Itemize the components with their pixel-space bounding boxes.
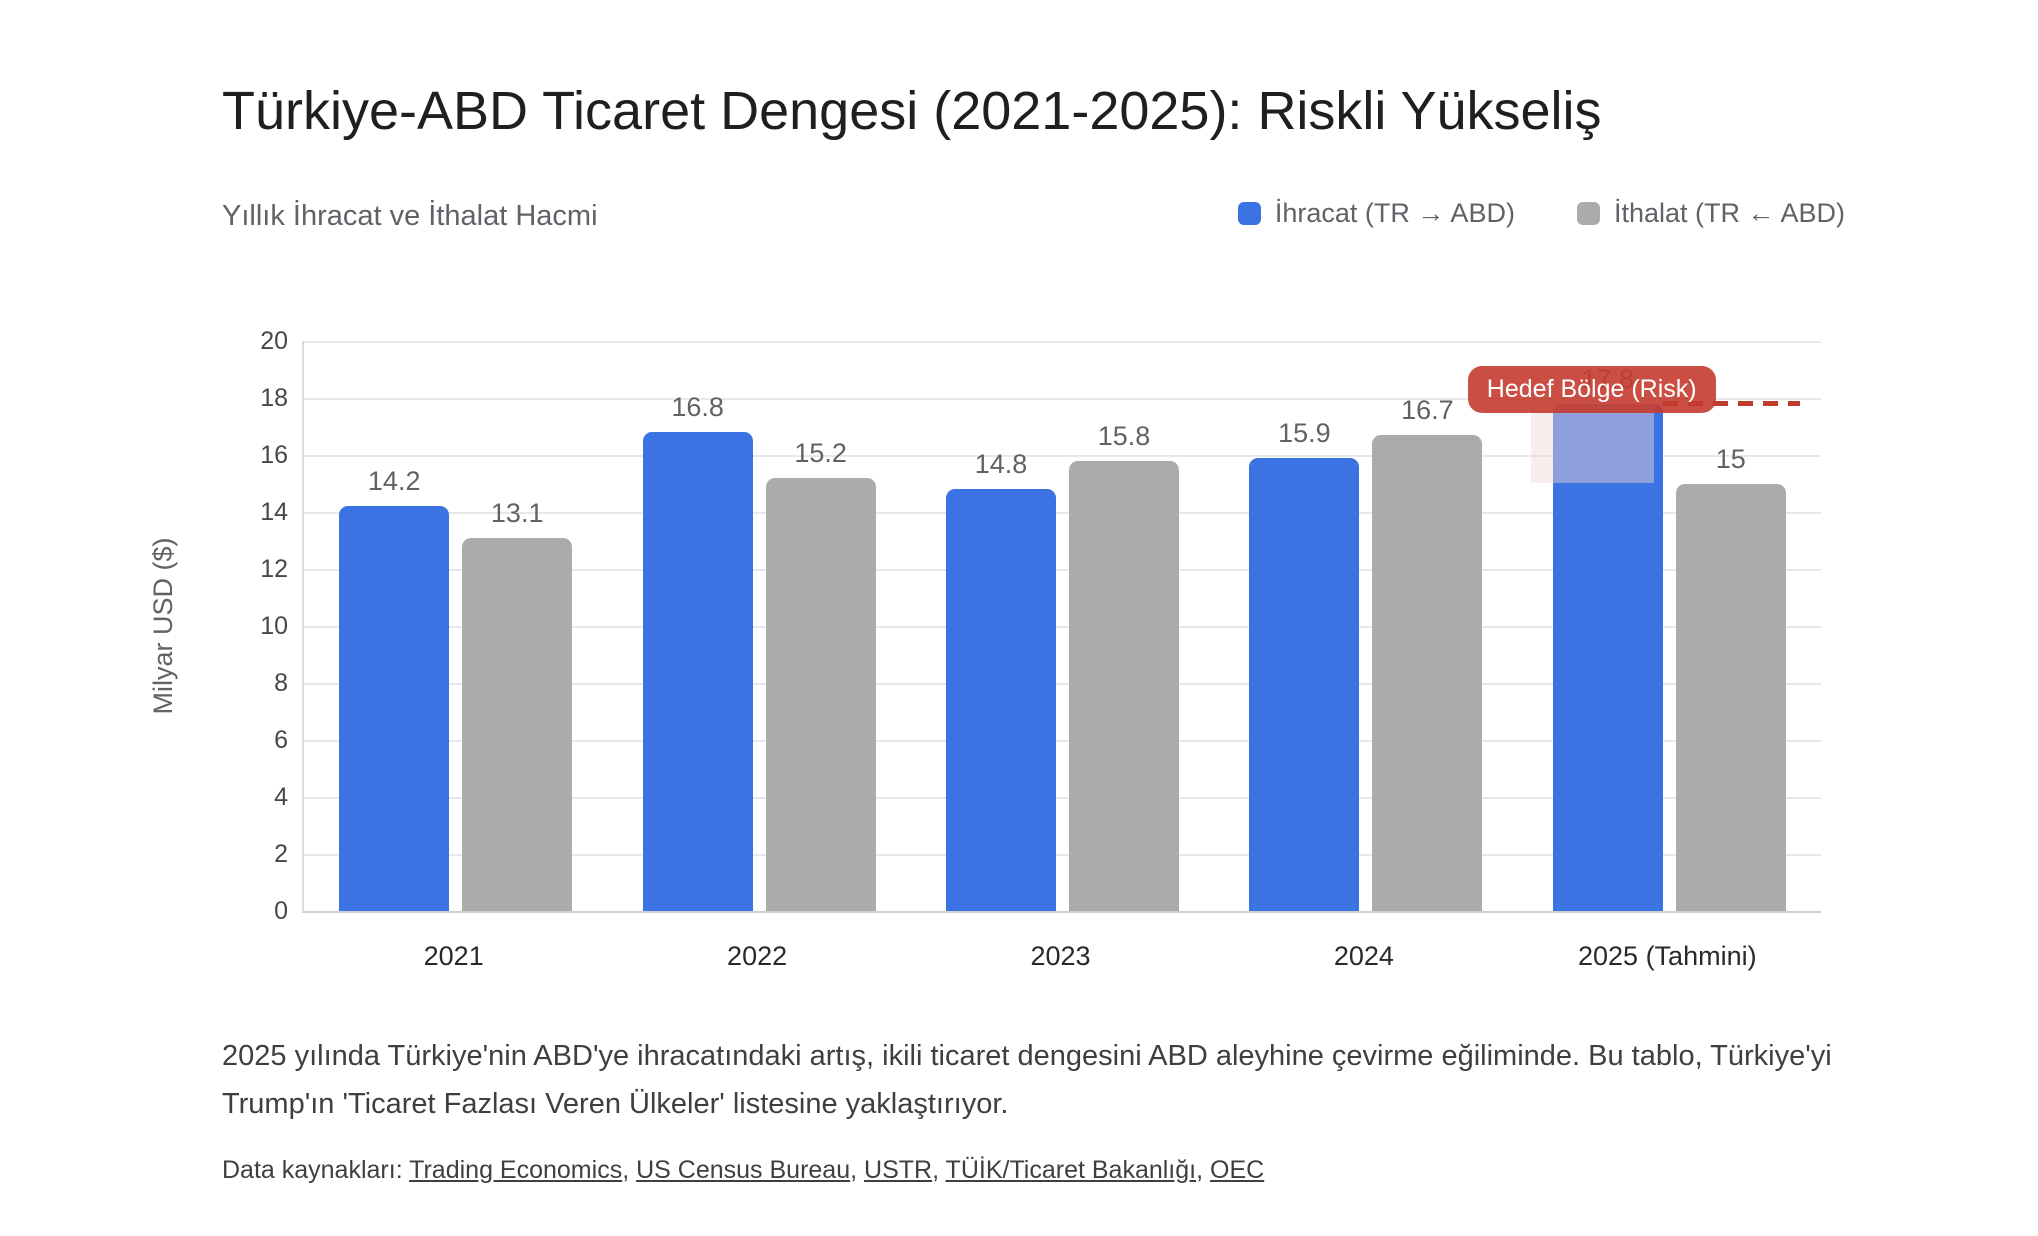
x-tick-label-2022: 2022 <box>727 941 788 971</box>
import-bar-2022[interactable] <box>765 477 876 911</box>
y-tick-label: 14 <box>260 498 288 526</box>
page-title: Türkiye-ABD Ticaret Dengesi (2021-2025):… <box>222 81 1602 142</box>
y-tick-label: 8 <box>274 669 288 697</box>
grid-line <box>304 797 1821 799</box>
y-tick-label: 2 <box>274 840 288 868</box>
grid-line <box>304 683 1821 685</box>
chart-subtitle: Yıllık İhracat ve İthalat Hacmi <box>222 200 598 232</box>
bar-value-label: 15.2 <box>794 437 847 468</box>
export-bar-2021[interactable] <box>339 506 450 911</box>
bar-value-label: 13.1 <box>490 497 544 528</box>
y-tick-label: 10 <box>260 612 288 640</box>
import-bar-2025 (Tahmini)[interactable] <box>1675 483 1786 911</box>
target-dashed-line <box>1662 400 1800 406</box>
import-bar-2024[interactable] <box>1372 435 1483 911</box>
legend-item[interactable]: İhracat (TR → ABD) <box>1237 198 1515 229</box>
bar-value-label: 15 <box>1715 443 1746 474</box>
source-link[interactable]: OEC <box>1210 1156 1265 1184</box>
grid-line <box>304 740 1821 742</box>
legend-item[interactable]: İthalat (TR ← ABD) <box>1576 198 1845 229</box>
description: 2025 yılında Türkiye'nin ABD'ye ihracatı… <box>222 1040 1832 1120</box>
y-tick-label: 20 <box>260 327 288 355</box>
plot-area: Hedef Bölge (Risk) 14.2 13.1 16.8 15.2 14.8 1… <box>302 341 1821 913</box>
export-bar-2025 (Tahmini)[interactable] <box>1552 403 1663 911</box>
legend-label: İhracat (TR → ABD) <box>1274 198 1515 228</box>
grid-line <box>304 455 1821 457</box>
y-tick-label: 12 <box>260 555 288 583</box>
y-tick-label: 6 <box>274 726 288 754</box>
bar-value-label: 15.8 <box>1097 420 1151 451</box>
y-tick-label: 16 <box>260 441 288 469</box>
y-tick-label: 4 <box>274 783 288 811</box>
bar-value-label: 16.8 <box>671 392 724 423</box>
y-tick-label: 18 <box>260 384 288 412</box>
bar-value-label: 14.2 <box>367 466 421 497</box>
import-bar-2021[interactable] <box>462 537 573 911</box>
grid-line <box>304 569 1821 571</box>
import-bar-2023[interactable] <box>1069 460 1179 911</box>
x-tick-label-2023: 2023 <box>1030 941 1091 971</box>
source-link[interactable]: US Census Bureau <box>636 1156 851 1184</box>
x-tick-label-2024: 2024 <box>1333 941 1394 971</box>
x-tick-label-2025 (Tahmini): 2025 (Tahmini) <box>1578 941 1757 971</box>
legend-label: İthalat (TR ← ABD) <box>1613 198 1845 228</box>
grid-line <box>304 512 1821 514</box>
risk-badge: Hedef Bölge (Risk) <box>1467 365 1716 413</box>
source-link[interactable]: Trading Economics <box>409 1156 623 1184</box>
grid-line <box>304 626 1821 628</box>
export-bar-2024[interactable] <box>1249 457 1360 911</box>
data-sources: Data kaynakları: Trading Economics, US C… <box>222 1156 1265 1184</box>
bar-value-label: 15.9 <box>1278 417 1331 448</box>
grid-line <box>304 341 1821 343</box>
chart-legend: İhracat (TR → ABD) İthalat (TR ← ABD) <box>1237 198 1845 229</box>
source-link[interactable]: TÜİK/Ticaret Bakanlığı <box>945 1156 1197 1184</box>
export-bar-2023[interactable] <box>946 489 1056 911</box>
grid-line <box>304 854 1821 856</box>
y-tick-label: 0 <box>274 897 288 925</box>
source-link[interactable]: USTR <box>864 1156 933 1184</box>
legend-swatch-icon <box>1576 202 1600 225</box>
y-axis-title: Milyar USD ($) <box>148 537 178 715</box>
grid-line <box>304 398 1821 400</box>
sources-label: Data kaynakları: <box>222 1156 410 1184</box>
x-tick-label-2021: 2021 <box>423 941 484 971</box>
export-bar-2022[interactable] <box>642 432 753 911</box>
bar-value-label: 14.8 <box>974 449 1028 480</box>
risk-zone-highlight <box>1530 403 1654 484</box>
legend-swatch-icon <box>1237 202 1261 225</box>
bar-value-label: 16.7 <box>1401 395 1454 426</box>
